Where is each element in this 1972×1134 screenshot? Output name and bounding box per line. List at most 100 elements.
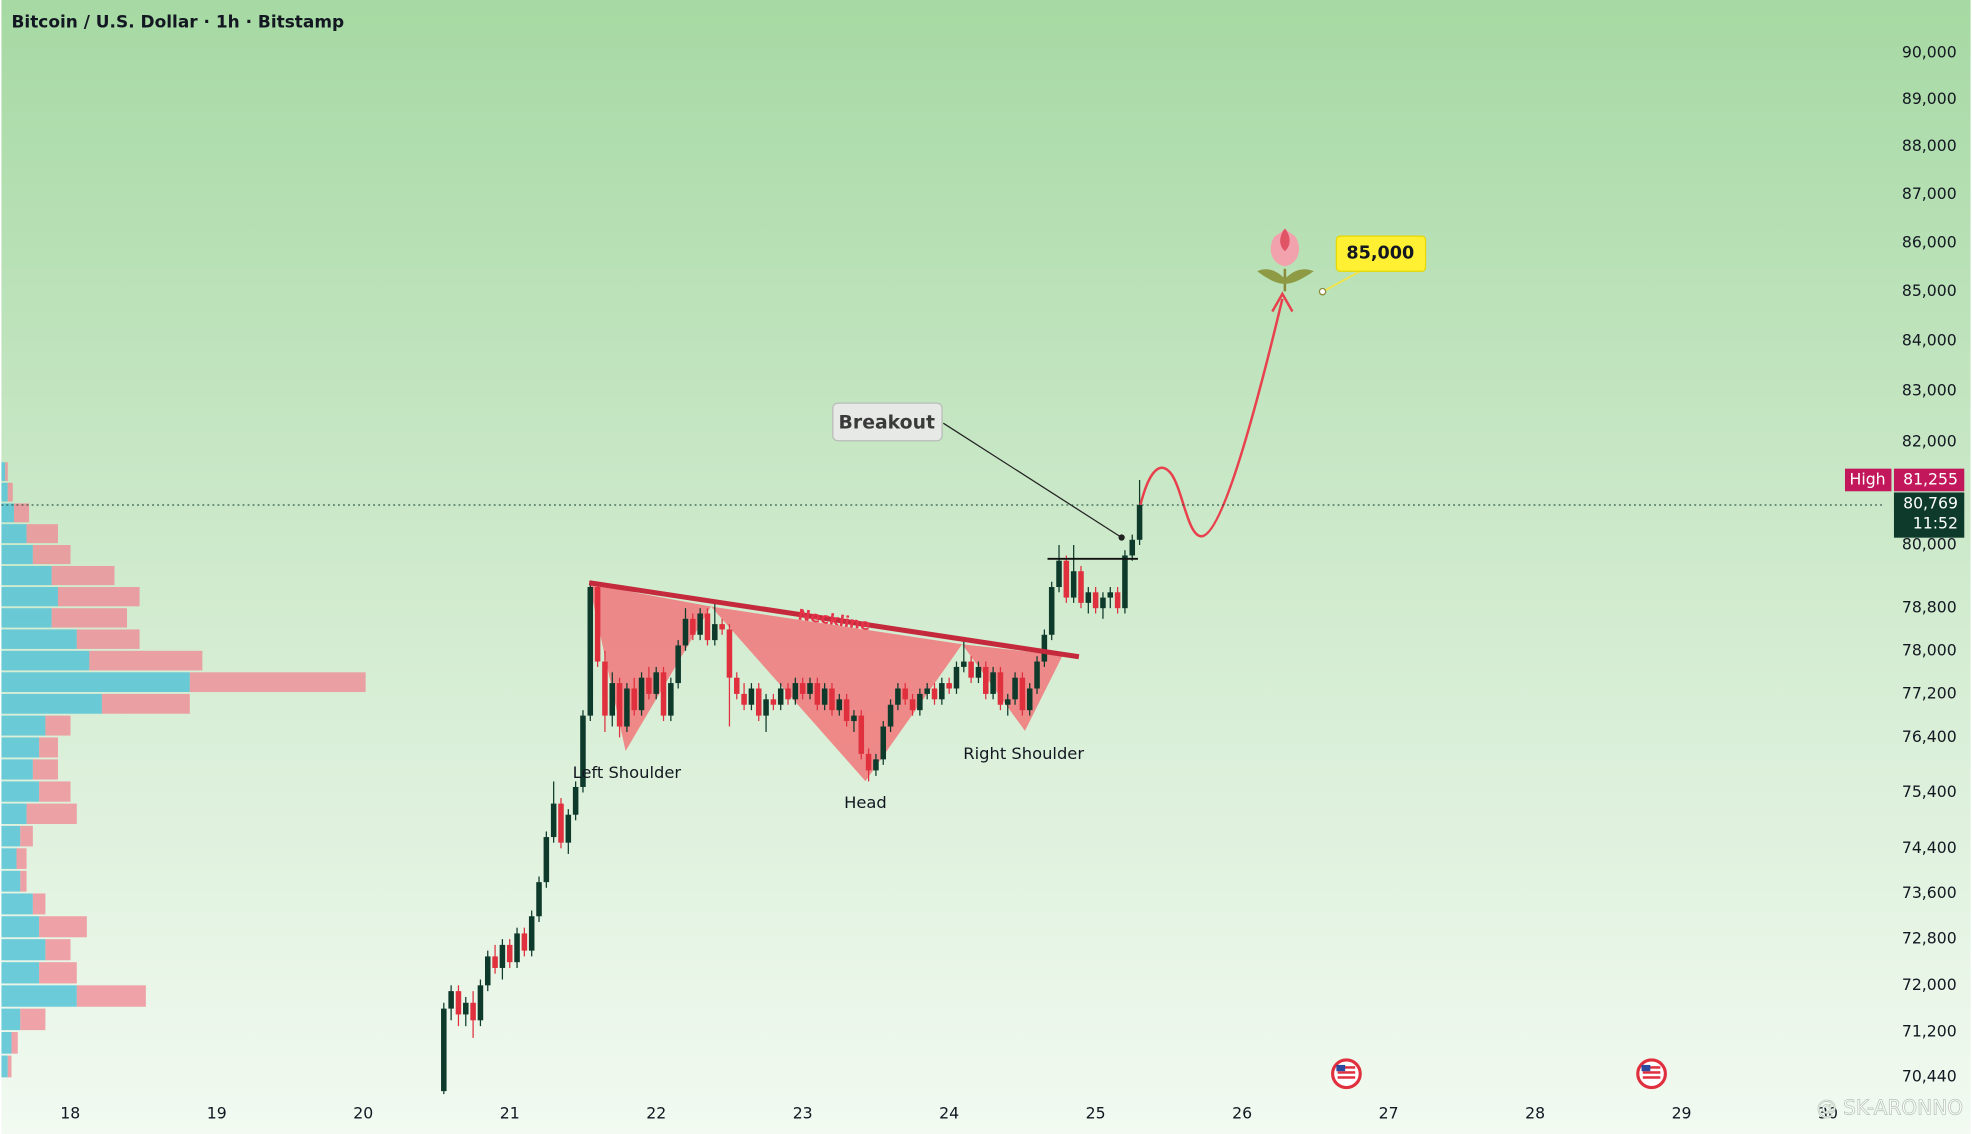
candle-body <box>624 688 630 727</box>
x-tick-label: 29 <box>1672 1103 1692 1122</box>
candle-body <box>697 613 703 635</box>
volume-buy-bar <box>1 587 58 607</box>
volume-buy-bar <box>1 848 17 869</box>
candle-body <box>785 688 791 700</box>
x-tick-label: 23 <box>793 1103 813 1122</box>
candle-body <box>572 786 579 815</box>
candle-body <box>953 666 960 689</box>
volume-sell-bar <box>7 482 13 502</box>
candle-body <box>939 683 945 700</box>
target-point <box>1318 287 1327 296</box>
x-tick-label: 26 <box>1232 1103 1252 1122</box>
last-price-box <box>1893 492 1965 538</box>
volume-sell-bar <box>51 565 115 586</box>
candle-body <box>1092 592 1099 609</box>
target-connector <box>1322 270 1361 293</box>
candle-body <box>887 704 894 727</box>
volume-buy-bar <box>1 825 21 847</box>
projection-arrow <box>1271 291 1294 313</box>
volume-buy-bar <box>1 524 27 544</box>
volume-sell-bar <box>26 803 77 825</box>
breakout-pointer <box>942 422 1122 539</box>
y-tick-label: 80,000 <box>1902 535 1957 554</box>
y-tick-label: 78,000 <box>1902 640 1957 659</box>
candle-body <box>946 683 952 689</box>
candle-body <box>580 715 586 787</box>
candle-body <box>528 916 535 951</box>
candle-body <box>814 683 821 705</box>
candle-body <box>536 882 542 917</box>
volume-buy-bar <box>1 759 33 780</box>
breakout-point <box>1118 534 1125 541</box>
volume-sell-bar <box>39 916 87 938</box>
candle-body <box>917 693 923 711</box>
candle-body <box>499 944 506 968</box>
volume-sell-bar <box>189 672 366 693</box>
volume-sell-bar <box>32 545 71 565</box>
candle-body <box>463 1002 469 1015</box>
candle-body <box>755 688 762 716</box>
volume-sell-bar <box>5 462 8 481</box>
candle-body <box>638 677 645 711</box>
candle-body <box>975 666 982 678</box>
candle-body <box>734 677 740 694</box>
candle-body <box>770 699 777 705</box>
candle-body <box>1100 597 1106 609</box>
y-tick-label: 71,200 <box>1902 1022 1957 1041</box>
candle-body <box>470 1002 476 1021</box>
x-tick-label: 24 <box>939 1103 959 1122</box>
candle-body <box>983 666 989 694</box>
y-tick-label: 89,000 <box>1902 89 1957 108</box>
x-tick-label: 30 <box>1818 1103 1838 1122</box>
projection-path <box>1139 298 1284 538</box>
candle-body <box>1063 560 1070 598</box>
volume-buy-bar <box>1 608 52 628</box>
candle-body <box>682 618 689 646</box>
y-tick-label: 84,000 <box>1902 331 1957 350</box>
candle-body <box>909 699 916 711</box>
y-tick-label: 72,000 <box>1902 975 1957 994</box>
volume-sell-bar <box>39 962 77 984</box>
y-tick-label: 72,800 <box>1902 929 1957 948</box>
candle-body <box>924 688 930 694</box>
candle-body <box>514 933 520 963</box>
volume-buy-bar <box>1 1055 8 1078</box>
candle-body <box>836 699 843 711</box>
last-price: 80,769 <box>1903 493 1958 512</box>
candle-body <box>675 645 681 684</box>
candle-body <box>1070 571 1077 598</box>
y-tick-label: 90,000 <box>1902 42 1957 61</box>
high-tag <box>1844 468 1892 492</box>
neckline <box>588 580 1080 660</box>
volume-sell-bar <box>20 870 27 892</box>
candle-body <box>895 688 901 705</box>
volume-buy-bar <box>1 870 21 892</box>
candle-body <box>646 677 652 694</box>
candle-body <box>777 688 784 705</box>
candle-body <box>873 759 879 771</box>
volume-buy-bar <box>1 939 46 961</box>
y-tick-label: 82,000 <box>1902 431 1957 450</box>
watermark: @ SK-ARONNO <box>1817 1095 1963 1119</box>
candle-body <box>631 688 637 711</box>
candle-body <box>587 587 594 716</box>
volume-sell-bar <box>45 939 71 961</box>
candle-body <box>719 624 725 630</box>
volume-buy-bar <box>1 781 40 802</box>
x-tick-label: 25 <box>1086 1103 1106 1122</box>
candle-body <box>990 672 996 694</box>
candle-body <box>865 753 872 771</box>
volume-sell-bar <box>16 848 27 869</box>
candle-body <box>506 944 513 963</box>
volume-sell-bar <box>20 825 33 847</box>
candle-body <box>843 699 850 722</box>
candle-body <box>609 683 616 716</box>
candle-body <box>1041 634 1048 662</box>
high-tag-label: High <box>1850 469 1886 488</box>
candle-body <box>492 956 498 968</box>
candle-body <box>799 683 806 694</box>
x-tick-label: 21 <box>500 1103 520 1122</box>
